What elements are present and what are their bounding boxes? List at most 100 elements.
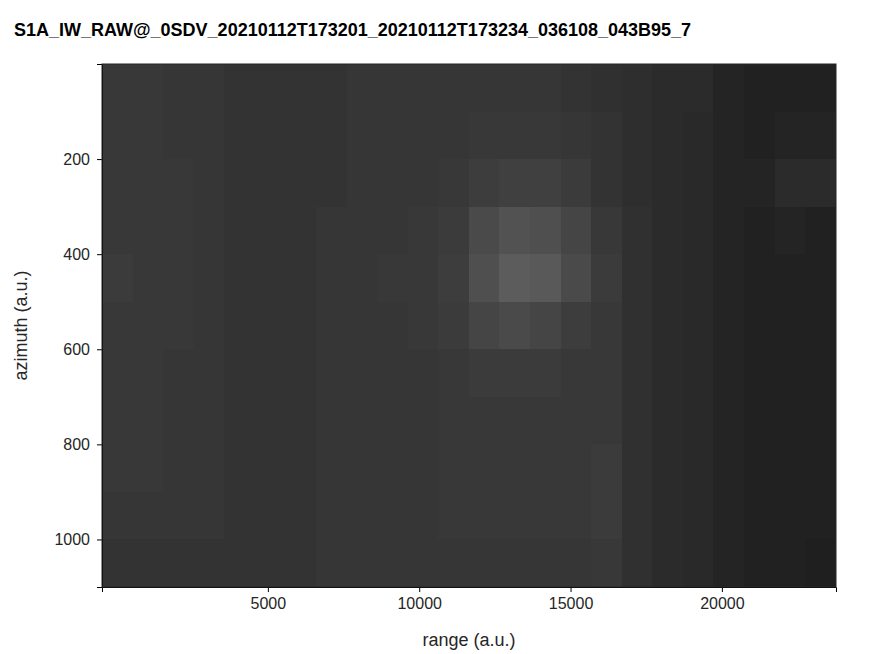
cell	[255, 64, 286, 112]
cell	[530, 539, 561, 587]
cell	[652, 207, 683, 255]
cell	[133, 159, 164, 207]
cell	[102, 302, 133, 350]
cell	[438, 444, 469, 492]
cell	[775, 397, 806, 445]
cell	[561, 112, 592, 160]
cell	[438, 492, 469, 540]
cell	[591, 112, 622, 160]
cell	[775, 64, 806, 112]
cell	[530, 349, 561, 397]
x-tick: 20000	[700, 587, 745, 612]
cell	[561, 159, 592, 207]
cell	[652, 64, 683, 112]
cell	[561, 397, 592, 445]
cell	[224, 302, 255, 350]
x-tick-mark	[268, 587, 269, 592]
cell	[683, 349, 714, 397]
y-axis: 2004006008001000	[54, 65, 102, 588]
cell	[255, 112, 286, 160]
cell	[622, 397, 653, 445]
cell	[194, 112, 225, 160]
cell	[408, 302, 439, 350]
cell	[683, 444, 714, 492]
cell	[163, 492, 194, 540]
cell	[469, 492, 500, 540]
cell	[194, 492, 225, 540]
cell	[591, 397, 622, 445]
cell	[530, 492, 561, 540]
cell	[347, 159, 378, 207]
cell	[255, 397, 286, 445]
cell	[438, 254, 469, 302]
cell	[713, 64, 744, 112]
cell	[255, 492, 286, 540]
cell	[316, 397, 347, 445]
y-tick-mark	[97, 444, 102, 445]
cell	[377, 64, 408, 112]
x-axis-title: range (a.u.)	[422, 630, 515, 650]
cell	[438, 302, 469, 350]
cell	[805, 254, 836, 302]
cell	[377, 207, 408, 255]
cell	[805, 349, 836, 397]
cell	[622, 159, 653, 207]
cell	[163, 302, 194, 350]
cell	[775, 492, 806, 540]
cell	[775, 444, 806, 492]
cell	[561, 207, 592, 255]
cell	[163, 112, 194, 160]
cell	[622, 112, 653, 160]
cell	[744, 112, 775, 160]
cell	[347, 254, 378, 302]
cell	[622, 492, 653, 540]
cell	[255, 349, 286, 397]
cell	[530, 207, 561, 255]
cell	[713, 302, 744, 350]
cell	[408, 444, 439, 492]
cell	[469, 539, 500, 587]
cell	[377, 492, 408, 540]
cell	[316, 444, 347, 492]
cell	[285, 64, 316, 112]
y-tick-mark	[97, 254, 102, 255]
cell	[438, 539, 469, 587]
cell	[652, 159, 683, 207]
cell	[224, 112, 255, 160]
cell	[469, 254, 500, 302]
cell	[377, 159, 408, 207]
cell	[224, 349, 255, 397]
cell	[713, 539, 744, 587]
cell	[683, 397, 714, 445]
cell	[591, 254, 622, 302]
cell	[285, 302, 316, 350]
cell	[224, 64, 255, 112]
cell	[163, 207, 194, 255]
cell	[316, 112, 347, 160]
cell	[591, 444, 622, 492]
y-tick-mark	[97, 349, 102, 350]
cell	[744, 349, 775, 397]
cell	[285, 159, 316, 207]
cell	[622, 254, 653, 302]
cell	[805, 112, 836, 160]
cell	[805, 207, 836, 255]
plot-frame	[102, 64, 836, 587]
cell	[316, 539, 347, 587]
cell	[469, 159, 500, 207]
cell	[133, 112, 164, 160]
cell	[163, 349, 194, 397]
y-tick-label: 200	[63, 151, 90, 168]
cell	[744, 207, 775, 255]
cell	[499, 302, 530, 350]
x-tick-label: 15000	[549, 595, 594, 612]
cell	[163, 254, 194, 302]
cell	[652, 349, 683, 397]
cell	[102, 444, 133, 492]
cell	[622, 444, 653, 492]
x-tick-mark	[722, 587, 723, 592]
chart: 50001000015000200002004006008001000range…	[0, 0, 873, 654]
cell	[194, 302, 225, 350]
cell	[499, 539, 530, 587]
cell	[408, 254, 439, 302]
